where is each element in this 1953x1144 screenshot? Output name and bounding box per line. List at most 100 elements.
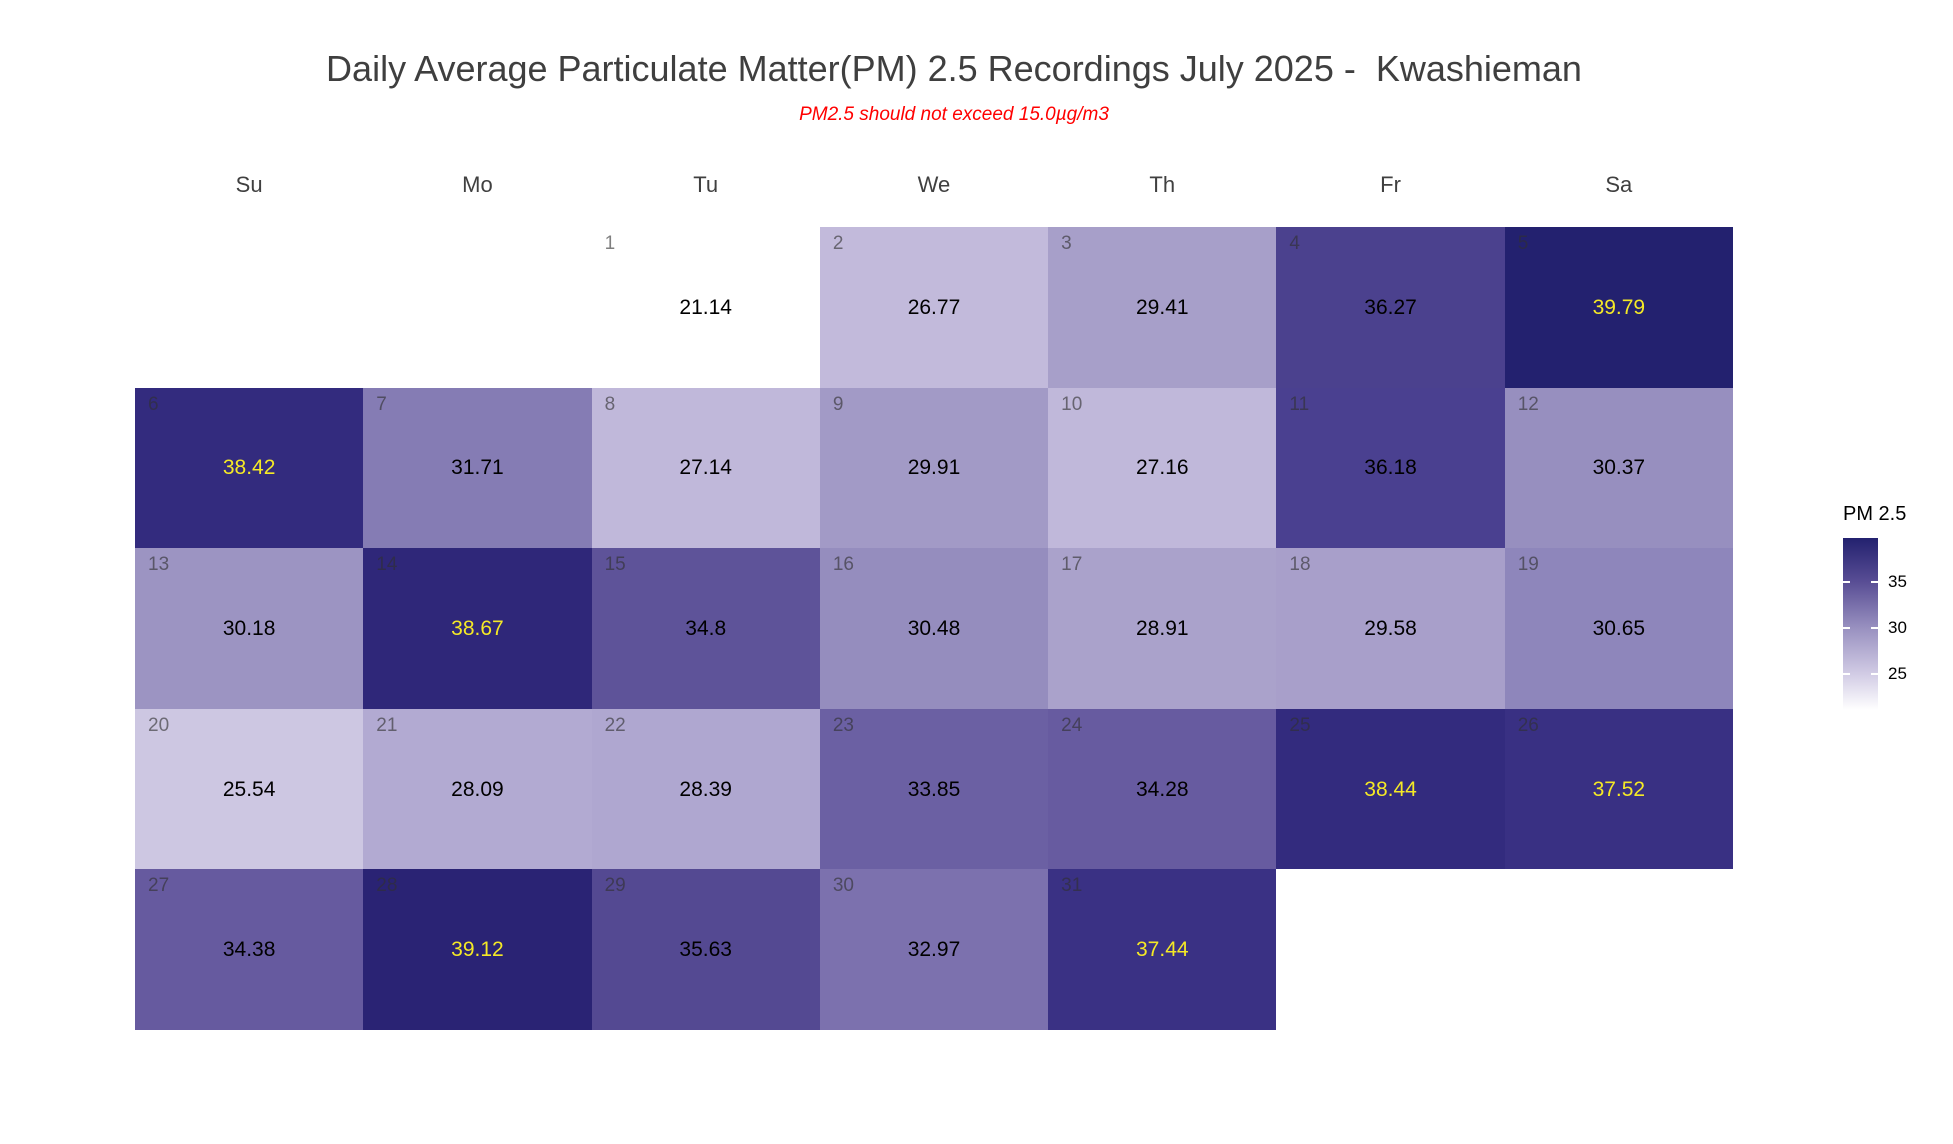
day-value: 25.54 xyxy=(222,777,276,801)
day-value: 33.85 xyxy=(907,777,961,801)
weekday-header-we: We xyxy=(917,172,951,197)
day-number: 3 xyxy=(1061,233,1072,254)
legend: PM 2.5 35 30 25 xyxy=(1843,503,1953,710)
day-number: 21 xyxy=(376,714,398,736)
day-number: 31 xyxy=(1061,875,1083,897)
weekday-header-sa: Sa xyxy=(1605,172,1633,197)
calendar-cell-day-7: 7 31.71 xyxy=(363,387,592,549)
day-number: 16 xyxy=(832,554,854,576)
calendar-cell-day-29: 29 35.63 xyxy=(591,869,820,1030)
day-value: 29.41 xyxy=(1136,295,1189,319)
day-number: 15 xyxy=(604,554,626,576)
day-number: 4 xyxy=(1289,233,1300,254)
day-value: 37.52 xyxy=(1592,777,1646,801)
day-number: 19 xyxy=(1517,554,1539,576)
day-value: 31.71 xyxy=(451,456,504,480)
day-value: 38.42 xyxy=(222,456,276,480)
legend-tick-label: 35 xyxy=(1888,572,1907,592)
day-number: 1 xyxy=(604,233,616,254)
day-value: 36.18 xyxy=(1364,456,1417,480)
chart-subtitle: PM2.5 should not exceed 15.0µg/m3 xyxy=(799,104,1109,125)
calendar-cell-day-26: 26 37.52 xyxy=(1504,708,1733,870)
day-value: 21.14 xyxy=(679,295,732,319)
calendar-cell-day-22: 22 28.39 xyxy=(591,708,820,870)
day-number: 24 xyxy=(1061,714,1083,736)
day-value: 30.37 xyxy=(1592,456,1646,480)
weekday-header-fr: Fr xyxy=(1380,172,1401,197)
calendar-cell-day-2: 2 26.77 xyxy=(819,227,1049,388)
calendar-cell-day-23: 23 33.85 xyxy=(819,708,1049,870)
calendar-cell-day-4: 4 36.27 xyxy=(1276,227,1505,388)
day-number: 27 xyxy=(148,875,170,897)
day-value: 30.48 xyxy=(907,616,961,640)
legend-tick-mark-left xyxy=(1843,673,1850,676)
calendar-cell-day-5: 5 39.79 xyxy=(1504,227,1733,388)
day-value: 29.91 xyxy=(907,456,961,480)
calendar-cell-day-15: 15 34.8 xyxy=(591,548,820,709)
day-value: 28.09 xyxy=(451,777,504,801)
day-value: 34.28 xyxy=(1136,777,1189,801)
day-value: 29.58 xyxy=(1364,616,1417,640)
day-number: 25 xyxy=(1289,714,1311,736)
day-value: 27.16 xyxy=(1136,456,1189,480)
legend-tick-label: 30 xyxy=(1888,618,1907,638)
legend-tick-mark-left xyxy=(1843,581,1850,584)
weekday-header-su: Su xyxy=(235,172,263,197)
day-number: 17 xyxy=(1061,554,1083,576)
calendar-cell-day-13: 13 30.18 xyxy=(135,548,364,709)
calendar-cell-day-24: 24 34.28 xyxy=(1048,708,1277,870)
day-number: 14 xyxy=(376,554,398,576)
calendar-cell-day-8: 8 27.14 xyxy=(591,387,820,549)
day-value: 39.79 xyxy=(1592,295,1646,319)
legend-tick-label: 25 xyxy=(1888,664,1907,684)
day-value: 30.65 xyxy=(1592,616,1646,640)
day-value: 30.18 xyxy=(222,616,276,640)
day-number: 20 xyxy=(148,714,170,736)
day-value: 28.91 xyxy=(1136,616,1189,640)
day-value: 38.44 xyxy=(1364,777,1417,801)
legend-gradient-bar: 35 30 25 xyxy=(1843,538,1907,710)
calendar-cell-day-9: 9 29.91 xyxy=(819,387,1049,549)
calendar-cell-day-28: 28 39.12 xyxy=(363,869,592,1030)
day-number: 10 xyxy=(1061,393,1083,415)
day-number: 30 xyxy=(832,875,854,897)
day-number: 12 xyxy=(1517,393,1539,415)
day-number: 8 xyxy=(604,393,616,415)
weekday-header-row: Su Mo Tu We Th Fr Sa xyxy=(135,172,1733,200)
day-number: 2 xyxy=(832,233,844,254)
day-number: 13 xyxy=(148,554,170,576)
chart-title: Daily Average Particulate Matter(PM) 2.5… xyxy=(326,48,1582,89)
day-number: 7 xyxy=(376,393,387,415)
calendar-cell-day-10: 10 27.16 xyxy=(1048,387,1277,549)
calendar-cell-day-3: 3 29.41 xyxy=(1048,227,1277,388)
day-number: 9 xyxy=(832,393,844,415)
calendar-cell-day-20: 20 25.54 xyxy=(135,708,364,870)
legend-tick-mark-left xyxy=(1843,627,1850,630)
calendar-cell-day-17: 17 28.91 xyxy=(1048,548,1277,709)
day-number: 5 xyxy=(1517,233,1529,254)
calendar-grid: 1 21.14 2 26.77 3 29.41 4 36.27 5 39.79 6 38.42 7 31.… xyxy=(135,227,1733,1030)
day-value: 26.77 xyxy=(907,295,961,319)
day-number: 6 xyxy=(148,393,159,415)
day-value: 28.39 xyxy=(679,777,732,801)
day-number: 22 xyxy=(604,714,626,736)
day-value: 27.14 xyxy=(679,456,732,480)
legend-title: PM 2.5 xyxy=(1843,503,1907,525)
calendar-cell-day-1: 1 21.14 xyxy=(591,227,820,388)
calendar-cell-day-14: 14 38.67 xyxy=(363,548,592,709)
day-value: 37.44 xyxy=(1136,938,1189,962)
day-value: 36.27 xyxy=(1364,295,1417,319)
calendar-cell-day-6: 6 38.42 xyxy=(135,387,364,549)
calendar-cell-day-21: 21 28.09 xyxy=(363,708,592,870)
calendar-cell-day-31: 31 37.44 xyxy=(1048,869,1277,1030)
day-number: 26 xyxy=(1517,714,1539,736)
day-value: 39.12 xyxy=(451,938,504,962)
calendar-cell-day-30: 30 32.97 xyxy=(819,869,1049,1030)
legend-tick-mark-right xyxy=(1871,627,1878,630)
calendar-cell-day-16: 16 30.48 xyxy=(819,548,1049,709)
weekday-header-th: Th xyxy=(1149,172,1176,197)
calendar-cell-day-19: 19 30.65 xyxy=(1504,548,1733,709)
calendar-cell-day-11: 11 36.18 xyxy=(1276,387,1505,549)
legend-tick-mark-right xyxy=(1871,673,1878,676)
